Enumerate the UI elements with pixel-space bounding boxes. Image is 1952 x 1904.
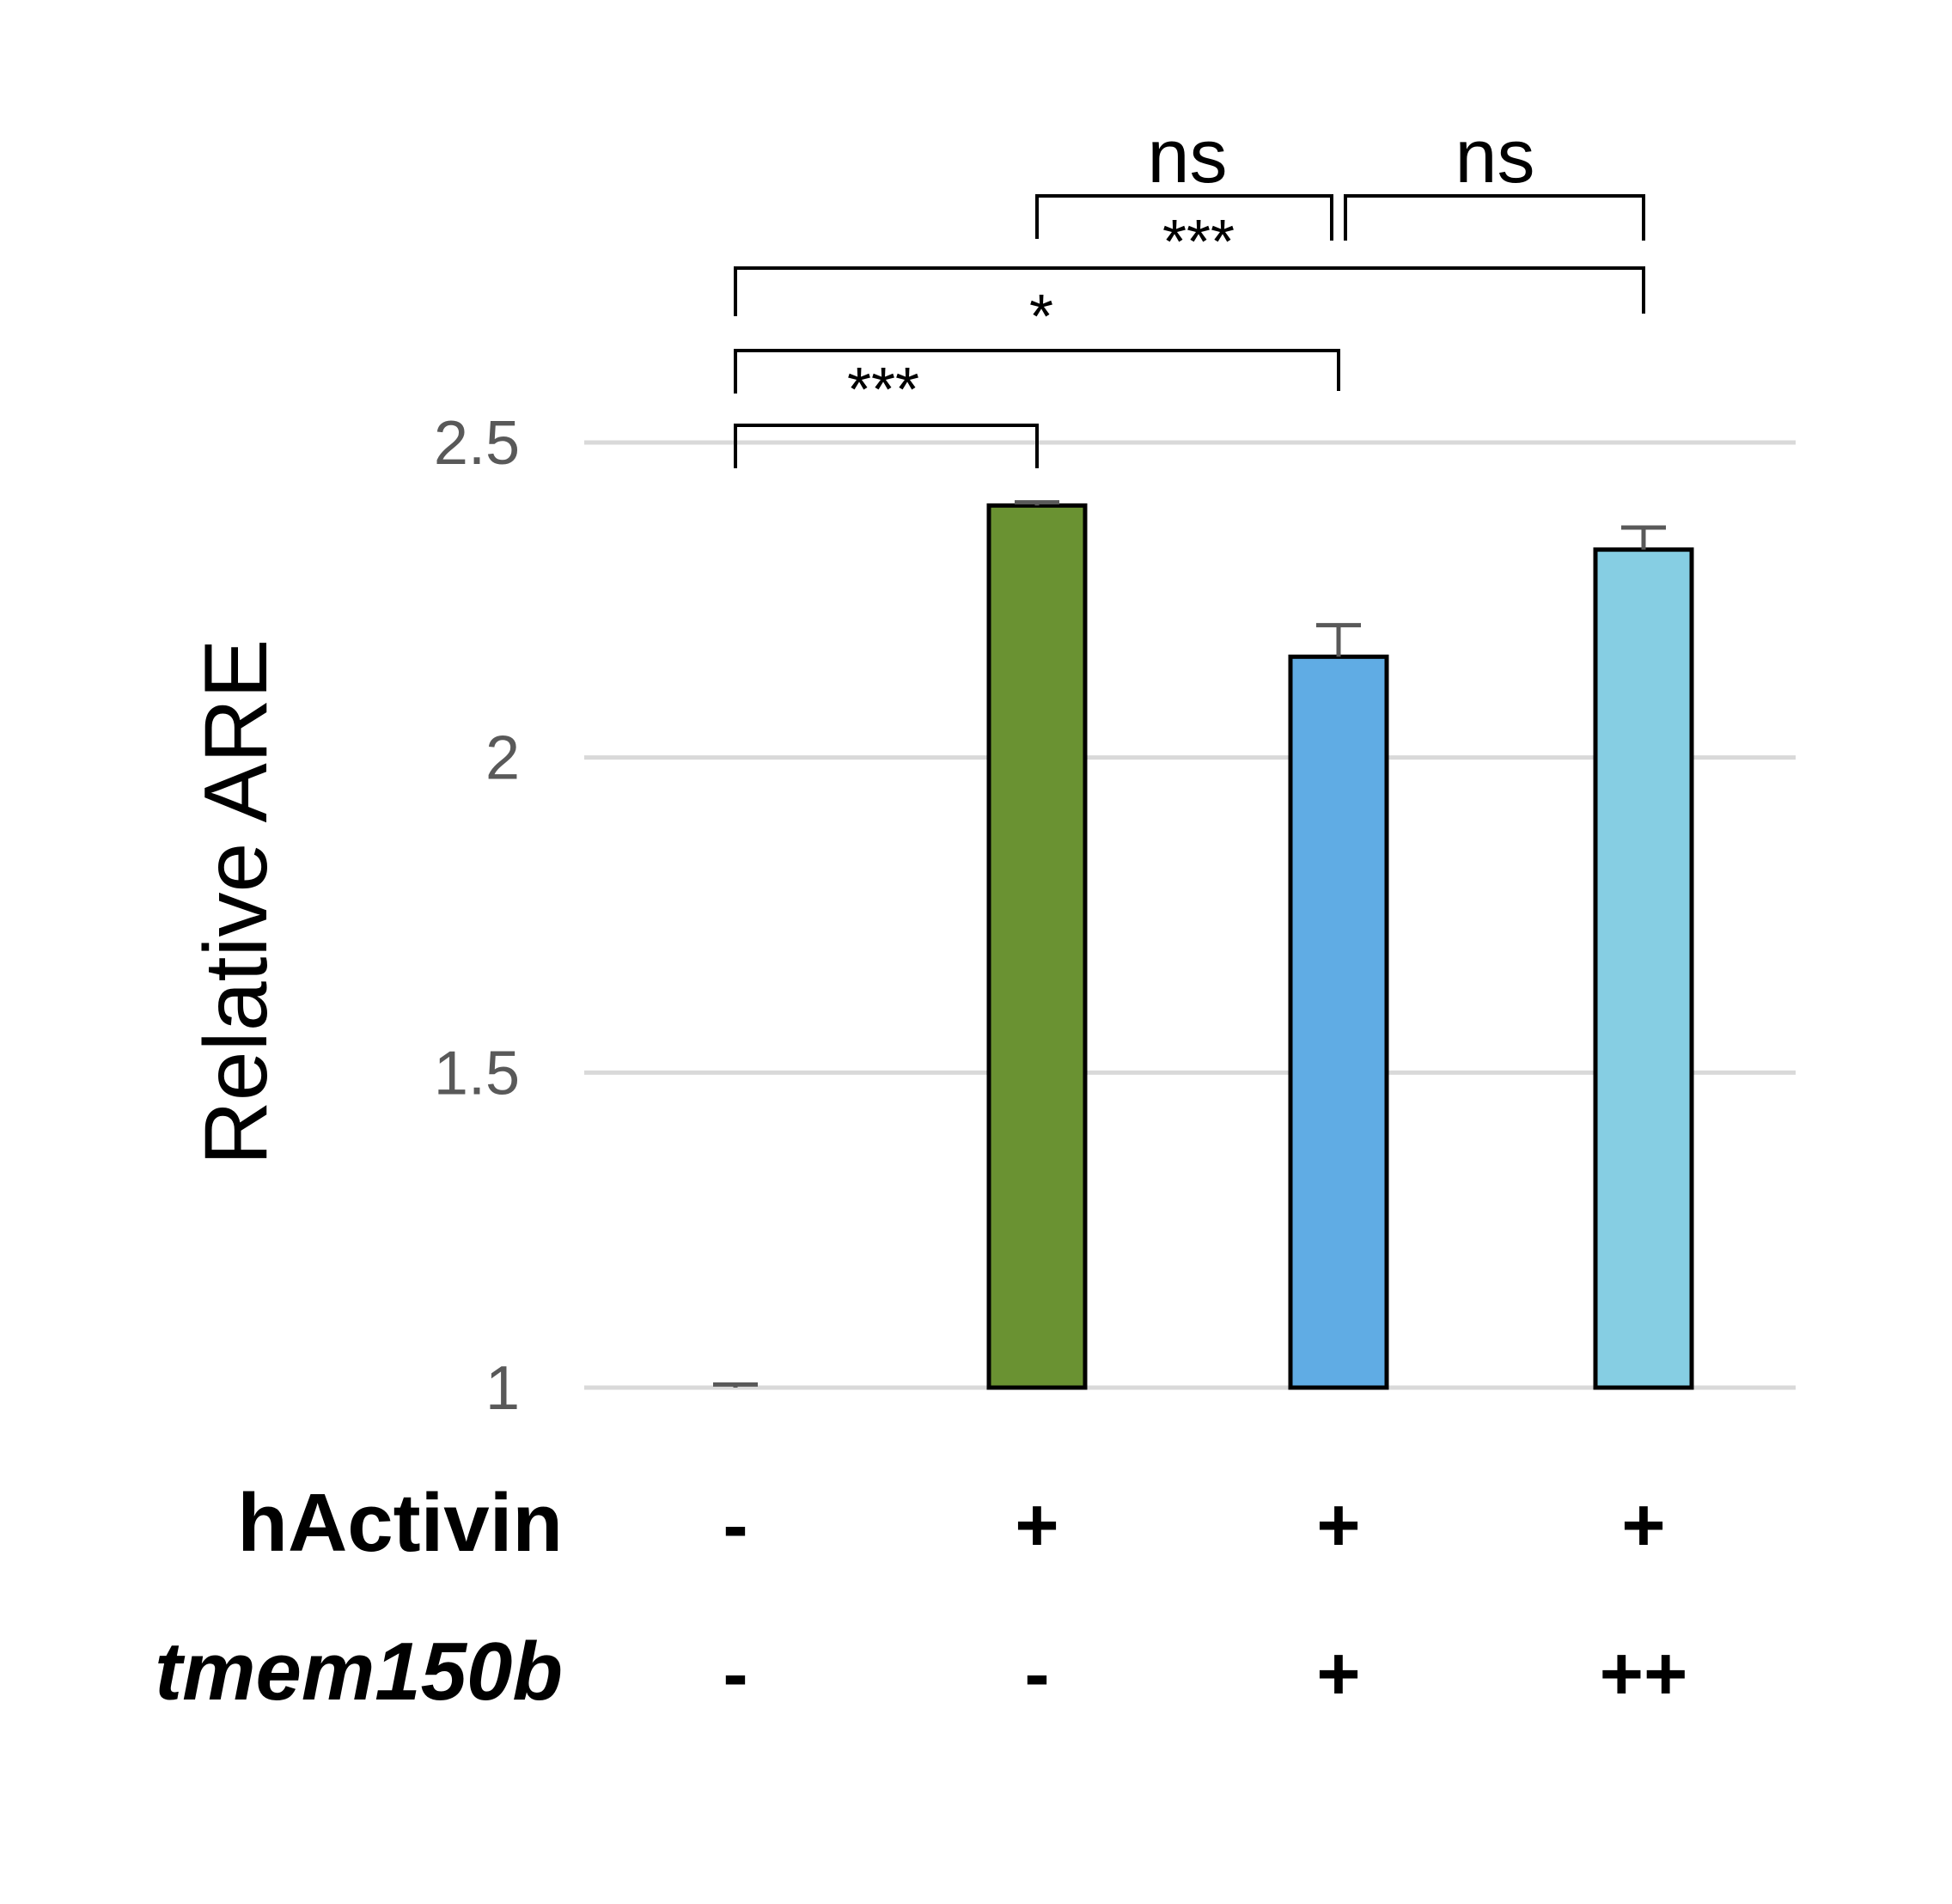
- bars: [713, 500, 1694, 1390]
- significance-label-1: *: [1029, 283, 1053, 351]
- condition-value-1-0: -: [723, 1631, 747, 1716]
- condition-value-1-3: ++: [1600, 1631, 1688, 1716]
- condition-row-label-1: tmem150b: [155, 1626, 563, 1718]
- condition-value-0-1: +: [1015, 1482, 1058, 1567]
- significance-bracket-3: [1035, 194, 1333, 241]
- condition-value-0-3: +: [1621, 1482, 1665, 1567]
- significance-brackets: *******ns ns: [734, 113, 1645, 468]
- y-tick-label-3: 2.5: [434, 409, 520, 478]
- significance-label-3: ns: [1148, 113, 1228, 198]
- y-tick-label-1: 1.5: [434, 1039, 520, 1108]
- condition-table: hActivin - + + +tmem150b - - + ++: [155, 1477, 1687, 1718]
- condition-value-1-2: +: [1316, 1631, 1360, 1716]
- y-axis-label: Relative ARE: [186, 639, 286, 1166]
- significance-label-4: ns: [1455, 113, 1535, 198]
- bar-3: [1593, 547, 1694, 1390]
- condition-row-label-0: hActivin: [237, 1477, 563, 1569]
- condition-value-0-2: +: [1316, 1482, 1360, 1567]
- significance-label-2: ***: [1162, 208, 1235, 277]
- significance-bracket-0: [734, 424, 1039, 468]
- significance-label-0: ***: [847, 356, 919, 424]
- significance-bracket-4: [1344, 194, 1645, 241]
- condition-value-0-0: -: [723, 1482, 747, 1567]
- bar-2: [1288, 654, 1389, 1390]
- y-tick-label-2: 2: [485, 724, 520, 793]
- bar-1: [986, 503, 1088, 1390]
- y-tick-labels: 1 1.5 2 2.5: [434, 409, 520, 1423]
- y-tick-label-0: 1: [485, 1354, 520, 1423]
- significance-bracket-2: [734, 266, 1645, 316]
- significance-bracket-1: [734, 349, 1340, 394]
- condition-value-1-1: -: [1024, 1631, 1049, 1716]
